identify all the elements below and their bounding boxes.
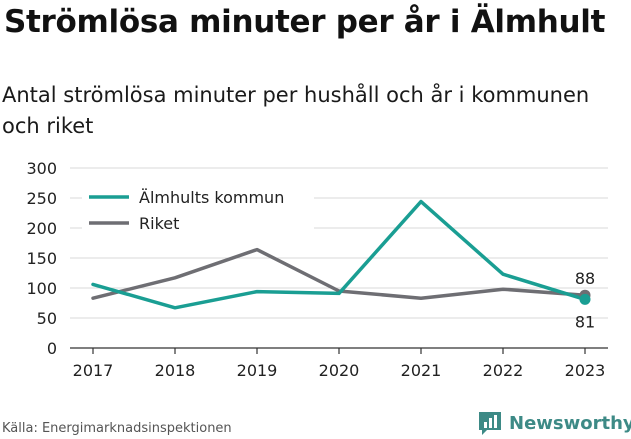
x-tick-label: 2023 xyxy=(565,361,606,380)
source-note: Källa: Energimarknadsinspektionen xyxy=(2,421,232,436)
newsworthy-logo: Newsworthy xyxy=(477,410,631,436)
chart-title: Strömlösa minuter per år i Älmhult xyxy=(4,4,606,40)
y-tick-label: 300 xyxy=(26,159,57,178)
y-tick-label: 250 xyxy=(26,189,57,208)
legend-label: Älmhults kommun xyxy=(139,188,284,207)
end-label-riket: 88 xyxy=(575,269,595,288)
y-tick-label: 150 xyxy=(26,249,57,268)
brand-name: Newsworthy xyxy=(509,412,631,434)
series-line-almhult xyxy=(91,199,587,310)
legend-background xyxy=(82,180,314,242)
x-tick-label: 2020 xyxy=(319,361,360,380)
y-tick-label: 200 xyxy=(26,219,57,238)
end-point-almhult xyxy=(579,293,591,305)
y-tick-label: 50 xyxy=(37,309,57,328)
x-tick-label: 2021 xyxy=(401,361,442,380)
x-tick-label: 2017 xyxy=(73,361,114,380)
x-tick-label: 2022 xyxy=(483,361,524,380)
y-tick-label: 100 xyxy=(26,279,57,298)
y-tick-label: 0 xyxy=(47,339,57,358)
legend-label: Riket xyxy=(139,214,179,233)
chart-subtitle: Antal strömlösa minuter per hushåll och … xyxy=(2,83,590,138)
x-tick-label: 2018 xyxy=(155,361,196,380)
newsworthy-logo-icon xyxy=(479,412,501,435)
line-chart: 0 50 100 150 200 250 300 2017 2018 2019 2020 2021 20… xyxy=(26,159,608,380)
end-label-almhult: 81 xyxy=(575,312,595,331)
x-tick-label: 2019 xyxy=(237,361,278,380)
